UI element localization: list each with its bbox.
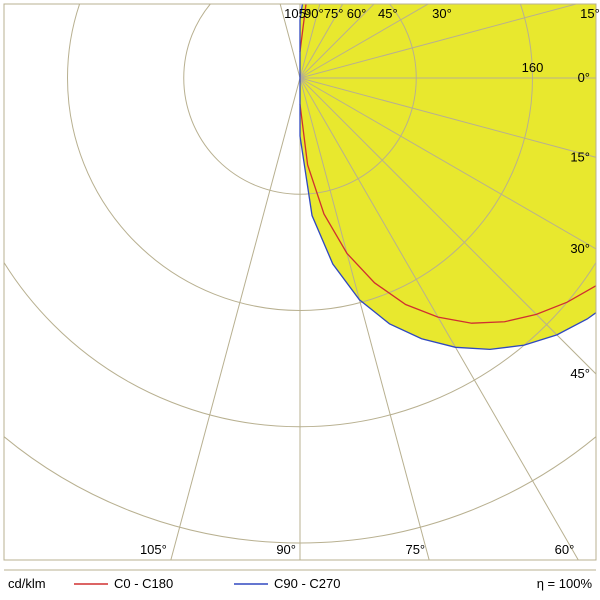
angle-label: 60° <box>555 542 575 557</box>
angle-label: 45° <box>378 6 398 21</box>
unit-label: cd/klm <box>8 576 46 591</box>
angle-label: 45° <box>570 366 590 381</box>
eta-label: η = 100% <box>537 576 593 591</box>
angle-label: 30° <box>570 241 590 256</box>
angle-label: 30° <box>432 6 452 21</box>
angle-label: 105° <box>284 6 311 21</box>
angle-label: 15° <box>570 149 590 164</box>
legend-label: C0 - C180 <box>114 576 173 591</box>
legend-label: C90 - C270 <box>274 576 340 591</box>
angle-label: 0° <box>578 70 590 85</box>
angle-label: 75° <box>405 542 425 557</box>
angle-label: 15° <box>580 6 600 21</box>
angle-label: 75° <box>324 6 344 21</box>
ring-label: 160 <box>522 60 544 75</box>
angle-label: 90° <box>276 542 296 557</box>
angle-label: 105° <box>140 542 167 557</box>
polar-chart-svg: 0°15°15°30°30°45°45°60°60°75°75°90°90°10… <box>0 0 600 600</box>
angle-label: 60° <box>347 6 367 21</box>
polar-chart-container: 0°15°15°30°30°45°45°60°60°75°75°90°90°10… <box>0 0 600 600</box>
